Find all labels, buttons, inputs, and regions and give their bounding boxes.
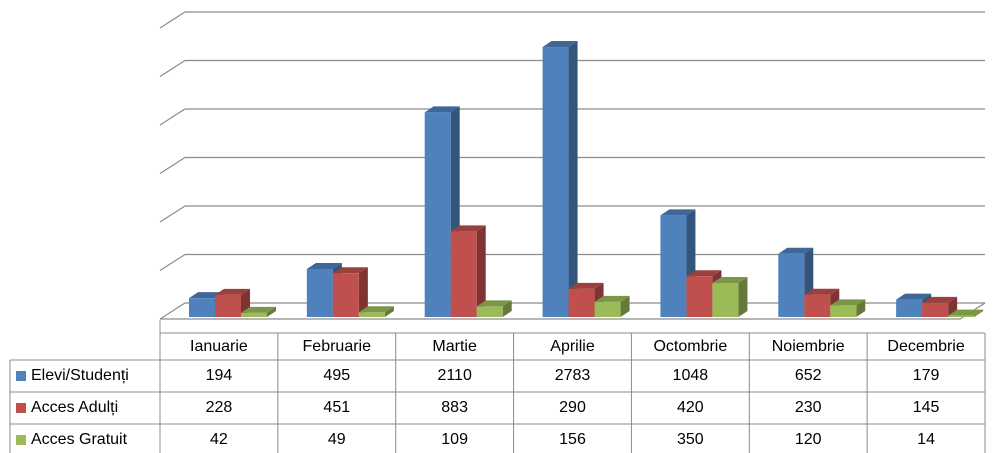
data-label: 883: [441, 399, 468, 416]
data-label: 145: [913, 399, 940, 416]
legend-key: [16, 435, 26, 445]
bar: [358, 306, 394, 317]
bar: [476, 300, 512, 317]
bar: [215, 288, 250, 317]
data-label: 290: [559, 399, 586, 416]
x-tick-label: Februarie: [303, 338, 372, 355]
x-tick-label: Octombrie: [653, 338, 727, 355]
legend-label: Acces Gratuit: [31, 431, 128, 448]
legend-label: Acces Adulți: [31, 399, 118, 416]
data-label: 2783: [555, 367, 591, 384]
bar: [450, 225, 486, 317]
bar: [778, 247, 814, 317]
grid-line: [159, 205, 985, 223]
data-label: 1048: [673, 367, 709, 384]
bar: [568, 282, 604, 317]
x-tick-label: Martie: [432, 338, 477, 355]
grid-line: [159, 253, 985, 272]
data-label: 495: [323, 367, 350, 384]
bar: [542, 41, 578, 317]
data-label: 420: [677, 399, 704, 416]
floor: [160, 302, 986, 320]
x-tick-label: Aprilie: [550, 338, 595, 355]
bar: [948, 309, 984, 317]
data-label: 194: [206, 367, 233, 384]
grid-line: [159, 11, 985, 29]
data-label: 120: [795, 431, 822, 448]
data-label: 652: [795, 367, 822, 384]
data-label: 230: [795, 399, 822, 416]
bar: [594, 295, 630, 317]
bar: [830, 299, 866, 317]
data-label: 451: [323, 399, 350, 416]
data-label: 156: [559, 431, 586, 448]
data-label: 49: [328, 431, 346, 448]
x-tick-label: Decembrie: [887, 338, 964, 355]
data-label: 109: [441, 431, 468, 448]
x-tick-label: Ianuarie: [190, 338, 248, 355]
data-label: 42: [210, 431, 228, 448]
grid-line: [159, 108, 985, 126]
bar: [660, 209, 696, 317]
data-label: 14: [917, 431, 935, 448]
legend-key: [16, 403, 26, 413]
legend-label: Elevi/Studenți: [31, 367, 129, 384]
bar: [332, 267, 368, 317]
grid-line: [159, 59, 985, 78]
data-label: 179: [913, 367, 940, 384]
bar: [712, 277, 748, 317]
bar: [241, 306, 276, 317]
data-label: 2110: [437, 367, 472, 384]
legend-key: [16, 371, 26, 381]
bar: [804, 288, 840, 317]
data-label: 350: [677, 431, 704, 448]
data-label: 228: [206, 399, 233, 416]
x-tick-label: Noiembrie: [772, 338, 845, 355]
grid-line: [159, 156, 985, 175]
